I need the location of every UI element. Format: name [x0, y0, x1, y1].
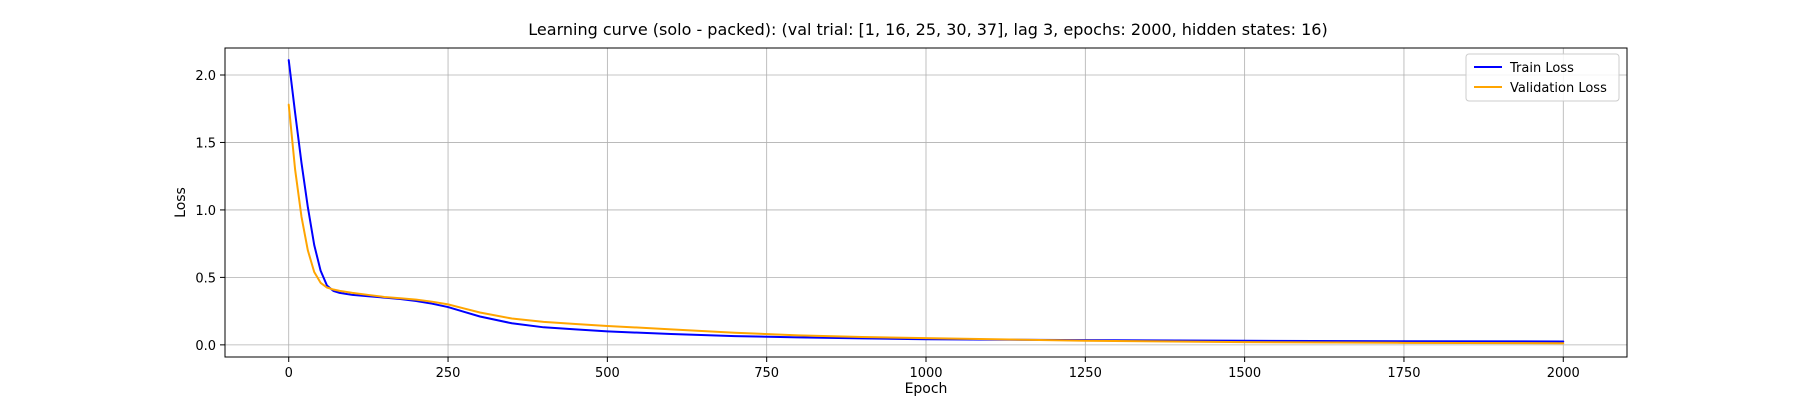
y-tick-label: 1.0 — [195, 204, 216, 219]
legend-box — [1465, 53, 1620, 102]
legend: Train Loss Validation Loss — [1465, 53, 1620, 102]
y-tick-label: 0.5 — [195, 271, 216, 286]
y-tick-label: 2.0 — [195, 69, 216, 84]
axis-ticks: 0 250 500 750 1000 1250 1500 1750 2000 0.0 0.5 1.0 1… — [195, 69, 1580, 381]
x-tick-label: 1750 — [1387, 366, 1420, 381]
x-tick-label: 1000 — [909, 366, 942, 381]
x-tick-label: 500 — [595, 366, 620, 381]
chart-title: Learning curve (solo - packed): (val tri… — [528, 20, 1327, 39]
series-line-validation-loss — [287, 103, 1565, 345]
x-tick-label: 1500 — [1228, 366, 1261, 381]
x-tick-label: 0 — [285, 366, 293, 381]
x-tick-label: 250 — [436, 366, 461, 381]
x-tick-label: 1250 — [1069, 366, 1102, 381]
y-tick-label: 0.0 — [195, 339, 216, 354]
y-tick-label: 1.5 — [195, 136, 216, 151]
series-lines — [287, 59, 1565, 345]
legend-entry-label: Validation Loss — [1510, 81, 1607, 96]
legend-entry-label: Train Loss — [1509, 61, 1574, 76]
series-line-train-loss — [287, 59, 1565, 343]
x-tick-label: 2000 — [1547, 366, 1580, 381]
x-tick-label: 750 — [754, 366, 779, 381]
x-axis-label: Epoch — [905, 381, 948, 397]
y-axis-label: Loss — [173, 187, 189, 218]
